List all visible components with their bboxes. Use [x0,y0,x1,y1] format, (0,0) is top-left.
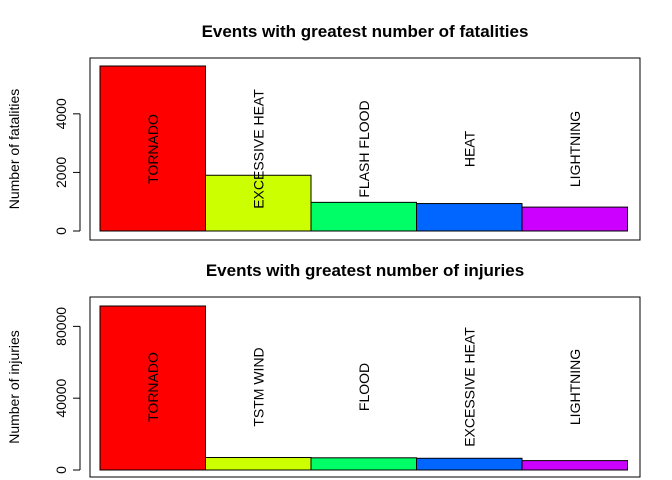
injuries-bar-label-flood: FLOOD [356,363,372,411]
fatalities-y-axis-label: Number of fatalities [6,89,22,210]
fatalities-bar-label-lightning: LIGHTNING [567,111,583,187]
injuries-chart-title: Events with greatest number of injuries [206,261,524,280]
injuries-bar-lightning [521,460,628,471]
fatalities-chart-title: Events with greatest number of fatalitie… [202,22,529,41]
fatalities-bar-lightning [521,206,628,232]
injuries-plot-frame [89,296,641,478]
injuries-y-tick-label: 40000 [53,379,69,418]
injuries-y-tick-label: 80000 [53,307,69,346]
fatalities-bar-label-excessive-heat: EXCESSIVE HEAT [250,89,266,209]
injuries-bar-flood [310,457,417,471]
injuries-bar-label-tstm-wind: TSTM WIND [250,347,266,426]
fatalities-y-axis: 0 2000 4000 [53,98,81,235]
fatalities-bars: TORNADO EXCESSIVE HEAT FLASH FLOOD HEAT LIGH… [99,65,628,232]
injuries-y-axis: 0 40000 80000 [53,307,81,474]
fatalities-bar-label-heat: HEAT [461,130,477,167]
fatalities-bar-tornado [99,65,206,232]
fatalities-bar-label-flash-flood: FLASH FLOOD [356,100,372,197]
injuries-bar-tstm-wind [205,457,312,471]
injuries-y-tick-label: 0 [53,466,69,474]
fatalities-bar-heat [416,203,523,232]
injuries-y-axis-label: Number of injuries [6,330,22,444]
injuries-chart: Events with greatest number of injuries … [6,261,641,478]
fatalities-bar-flash-flood [310,201,417,232]
fatalities-y-tick-label: 2000 [53,157,69,188]
fatalities-plot-frame [89,57,641,241]
injuries-bar-label-tornado: TORNADO [145,352,161,422]
injuries-bar-label-lightning: LIGHTNING [567,349,583,425]
fatalities-bar-label-tornado: TORNADO [145,114,161,184]
fatalities-y-tick-label: 0 [53,227,69,235]
fatalities-chart: Events with greatest number of fatalitie… [6,22,641,241]
injuries-bar-excessive-heat [416,457,523,471]
injuries-bars: TORNADO TSTM WIND FLOOD EXCESSIVE HEAT LIGHT… [99,305,628,471]
injuries-bar-label-excessive-heat: EXCESSIVE HEAT [461,327,477,447]
fatalities-bar-excessive-heat [205,174,312,232]
injuries-bar-tornado [99,305,206,471]
fatalities-y-tick-label: 4000 [53,98,69,129]
